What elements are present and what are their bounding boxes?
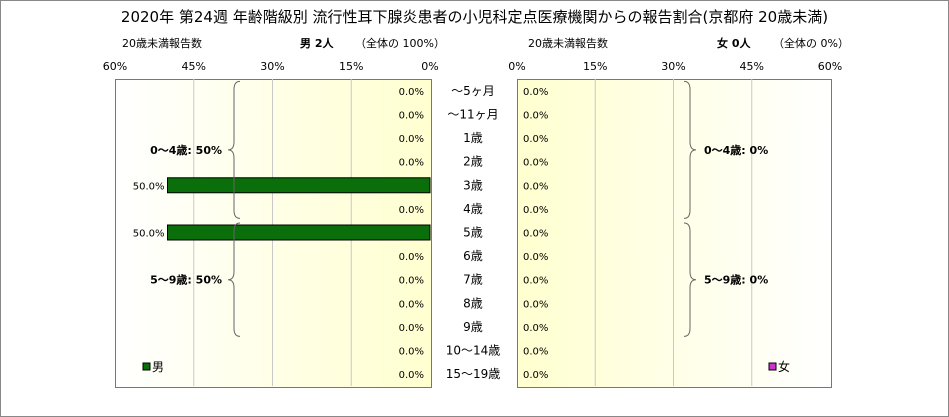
male-share: （全体の 100%） xyxy=(355,37,445,50)
male-data-label: 0.0% xyxy=(399,299,424,310)
female-data-label: 0.0% xyxy=(523,110,548,121)
category-label: 8歳 xyxy=(463,296,483,310)
category-label: 7歳 xyxy=(463,273,483,287)
female-data-label: 0.0% xyxy=(523,276,548,287)
male-bar xyxy=(167,177,431,194)
female-data-label: 0.0% xyxy=(523,323,548,334)
category-label: 2歳 xyxy=(463,155,483,169)
female-plot-area xyxy=(517,79,832,388)
male-x-tick-label: 30% xyxy=(260,60,284,73)
male-data-label: 0.0% xyxy=(399,276,424,287)
male-x-tick-label: 0% xyxy=(421,60,438,73)
category-label: ～5ヶ月 xyxy=(451,84,495,98)
female-age-group-brace xyxy=(683,222,697,337)
male-data-label: 0.0% xyxy=(399,87,424,98)
female-x-tick-label: 0% xyxy=(508,60,525,73)
female-data-label: 0.0% xyxy=(523,347,548,358)
male-data-label: 0.0% xyxy=(399,370,424,381)
female-x-tick-label: 15% xyxy=(583,60,607,73)
female-legend-swatch xyxy=(768,362,777,371)
male-x-tick-label: 15% xyxy=(339,60,363,73)
male-age-group-brace xyxy=(227,80,241,219)
female-x-tick-label: 45% xyxy=(740,60,764,73)
female-data-label: 0.0% xyxy=(523,229,548,240)
female-age-group-brace xyxy=(683,80,697,219)
female-data-label: 0.0% xyxy=(523,87,548,98)
male-age-group-label: 0～4歳: 50% xyxy=(150,143,222,157)
female-summary: 女 0人 xyxy=(717,37,751,50)
female-age-group-label: 5～9歳: 0% xyxy=(704,273,768,287)
male-bar xyxy=(167,224,431,241)
female-data-label: 0.0% xyxy=(523,205,548,216)
category-label: 10～14歳 xyxy=(446,344,501,358)
male-age-group-brace xyxy=(227,222,241,337)
male-legend-label: 男 xyxy=(152,360,164,374)
female-data-label: 0.0% xyxy=(523,299,548,310)
male-data-label: 0.0% xyxy=(399,158,424,169)
male-age-group-label: 5～9歳: 50% xyxy=(150,273,222,287)
category-label: ～11ヶ月 xyxy=(447,107,498,121)
male-data-label: 0.0% xyxy=(399,205,424,216)
female-age-group-label: 0～4歳: 0% xyxy=(704,143,768,157)
category-label: 3歳 xyxy=(463,178,483,192)
male-data-label: 0.0% xyxy=(399,252,424,263)
male-x-tick-label: 60% xyxy=(103,60,127,73)
female-data-label: 0.0% xyxy=(523,158,548,169)
female-data-label: 0.0% xyxy=(523,370,548,381)
male-data-label: 0.0% xyxy=(399,323,424,334)
female-legend-label: 女 xyxy=(778,359,790,374)
category-label: 6歳 xyxy=(463,249,483,263)
female-data-label: 0.0% xyxy=(523,181,548,192)
category-label: 5歳 xyxy=(463,226,483,240)
category-label: 4歳 xyxy=(463,202,483,216)
male-data-label: 0.0% xyxy=(399,134,424,145)
male-count-label: 20歳未満報告数 xyxy=(122,37,202,50)
female-count-label: 20歳未満報告数 xyxy=(528,37,608,50)
category-label: 15～19歳 xyxy=(446,367,501,381)
male-data-label: 0.0% xyxy=(399,110,424,121)
male-legend-swatch xyxy=(142,362,151,371)
male-data-label: 50.0% xyxy=(133,229,165,240)
female-data-label: 0.0% xyxy=(523,252,548,263)
female-share: （全体の 0%） xyxy=(773,37,849,50)
category-label: 1歳 xyxy=(463,131,483,145)
chart-title: 2020年 第24週 年齢階級別 流行性耳下腺炎患者の小児科定点医療機関からの報… xyxy=(120,8,829,26)
category-label: 9歳 xyxy=(463,320,483,334)
female-x-tick-label: 30% xyxy=(661,60,685,73)
male-data-label: 0.0% xyxy=(399,347,424,358)
male-summary: 男 2人 xyxy=(300,37,334,50)
male-x-tick-label: 45% xyxy=(182,60,206,73)
female-data-label: 0.0% xyxy=(523,134,548,145)
male-data-label: 50.0% xyxy=(133,181,165,192)
female-x-tick-label: 60% xyxy=(818,60,842,73)
